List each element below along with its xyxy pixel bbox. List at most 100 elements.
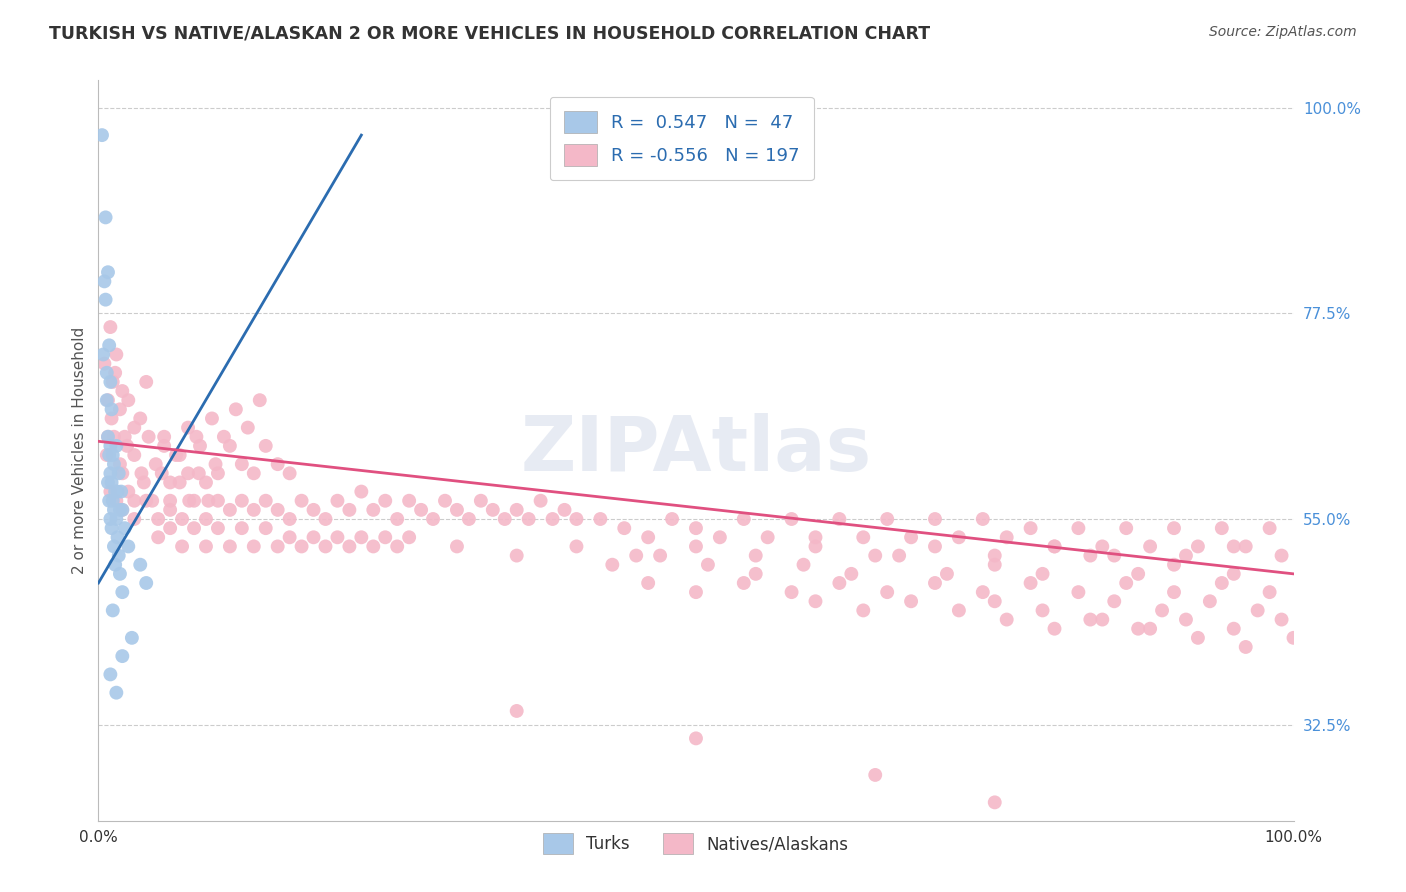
Text: Source: ZipAtlas.com: Source: ZipAtlas.com: [1209, 25, 1357, 39]
Point: [207, 493, 229, 508]
Point: [1211, 576, 1233, 591]
Point: [183, 493, 205, 508]
Point: [98, 512, 122, 526]
Point: [494, 512, 516, 526]
Point: [100, 521, 122, 535]
Point: [138, 430, 160, 444]
Point: [231, 457, 253, 471]
Point: [1211, 521, 1233, 535]
Point: [506, 704, 529, 718]
Point: [231, 521, 253, 535]
Point: [129, 558, 152, 572]
Point: [291, 493, 314, 508]
Point: [94, 211, 117, 225]
Point: [110, 484, 132, 499]
Point: [398, 493, 420, 508]
Point: [876, 512, 898, 526]
Point: [94, 293, 117, 307]
Point: [132, 475, 155, 490]
Point: [385, 540, 409, 554]
Point: [565, 540, 588, 554]
Point: [97, 430, 120, 444]
Point: [302, 530, 325, 544]
Legend: Turks, Natives/Alaskans: Turks, Natives/Alaskans: [537, 827, 855, 861]
Point: [111, 467, 134, 481]
Point: [1223, 622, 1246, 636]
Point: [1282, 631, 1305, 645]
Point: [1258, 521, 1281, 535]
Point: [602, 558, 624, 572]
Point: [924, 512, 946, 526]
Point: [793, 558, 815, 572]
Point: [697, 558, 720, 572]
Point: [98, 375, 122, 389]
Point: [363, 503, 385, 517]
Point: [93, 274, 115, 288]
Point: [828, 576, 851, 591]
Point: [350, 484, 373, 499]
Point: [186, 430, 208, 444]
Point: [177, 420, 200, 434]
Point: [111, 503, 134, 517]
Point: [231, 493, 253, 508]
Point: [1080, 549, 1102, 563]
Point: [249, 393, 271, 408]
Point: [315, 512, 337, 526]
Point: [984, 549, 1007, 563]
Point: [385, 512, 409, 526]
Point: [685, 585, 707, 599]
Point: [889, 549, 911, 563]
Point: [179, 493, 201, 508]
Point: [145, 457, 167, 471]
Point: [148, 512, 170, 526]
Point: [1043, 540, 1066, 554]
Point: [804, 530, 827, 544]
Point: [219, 439, 242, 453]
Point: [105, 347, 128, 361]
Point: [685, 731, 707, 746]
Point: [1019, 521, 1042, 535]
Point: [111, 585, 134, 599]
Point: [1258, 585, 1281, 599]
Point: [159, 475, 181, 490]
Point: [1271, 549, 1294, 563]
Point: [1234, 640, 1257, 654]
Point: [936, 566, 959, 581]
Point: [207, 521, 229, 535]
Point: [626, 549, 648, 563]
Point: [124, 493, 146, 508]
Point: [153, 430, 176, 444]
Point: [1175, 549, 1198, 563]
Point: [900, 530, 922, 544]
Point: [129, 411, 152, 425]
Point: [91, 347, 114, 361]
Point: [177, 467, 200, 481]
Point: [212, 430, 235, 444]
Point: [114, 521, 136, 535]
Point: [150, 467, 173, 481]
Point: [197, 493, 219, 508]
Point: [169, 475, 191, 490]
Point: [1043, 622, 1066, 636]
Point: [1187, 540, 1209, 554]
Point: [326, 530, 349, 544]
Point: [108, 503, 131, 517]
Point: [398, 530, 420, 544]
Point: [97, 393, 120, 408]
Point: [972, 512, 994, 526]
Point: [104, 558, 127, 572]
Point: [648, 549, 672, 563]
Point: [924, 576, 946, 591]
Point: [565, 512, 588, 526]
Point: [1019, 576, 1042, 591]
Point: [1067, 585, 1090, 599]
Point: [780, 512, 803, 526]
Point: [103, 457, 125, 471]
Point: [204, 457, 226, 471]
Point: [165, 448, 187, 462]
Text: TURKISH VS NATIVE/ALASKAN 2 OR MORE VEHICLES IN HOUSEHOLD CORRELATION CHART: TURKISH VS NATIVE/ALASKAN 2 OR MORE VEHI…: [49, 25, 931, 43]
Point: [1080, 613, 1102, 627]
Point: [661, 512, 683, 526]
Point: [984, 594, 1007, 608]
Point: [350, 530, 373, 544]
